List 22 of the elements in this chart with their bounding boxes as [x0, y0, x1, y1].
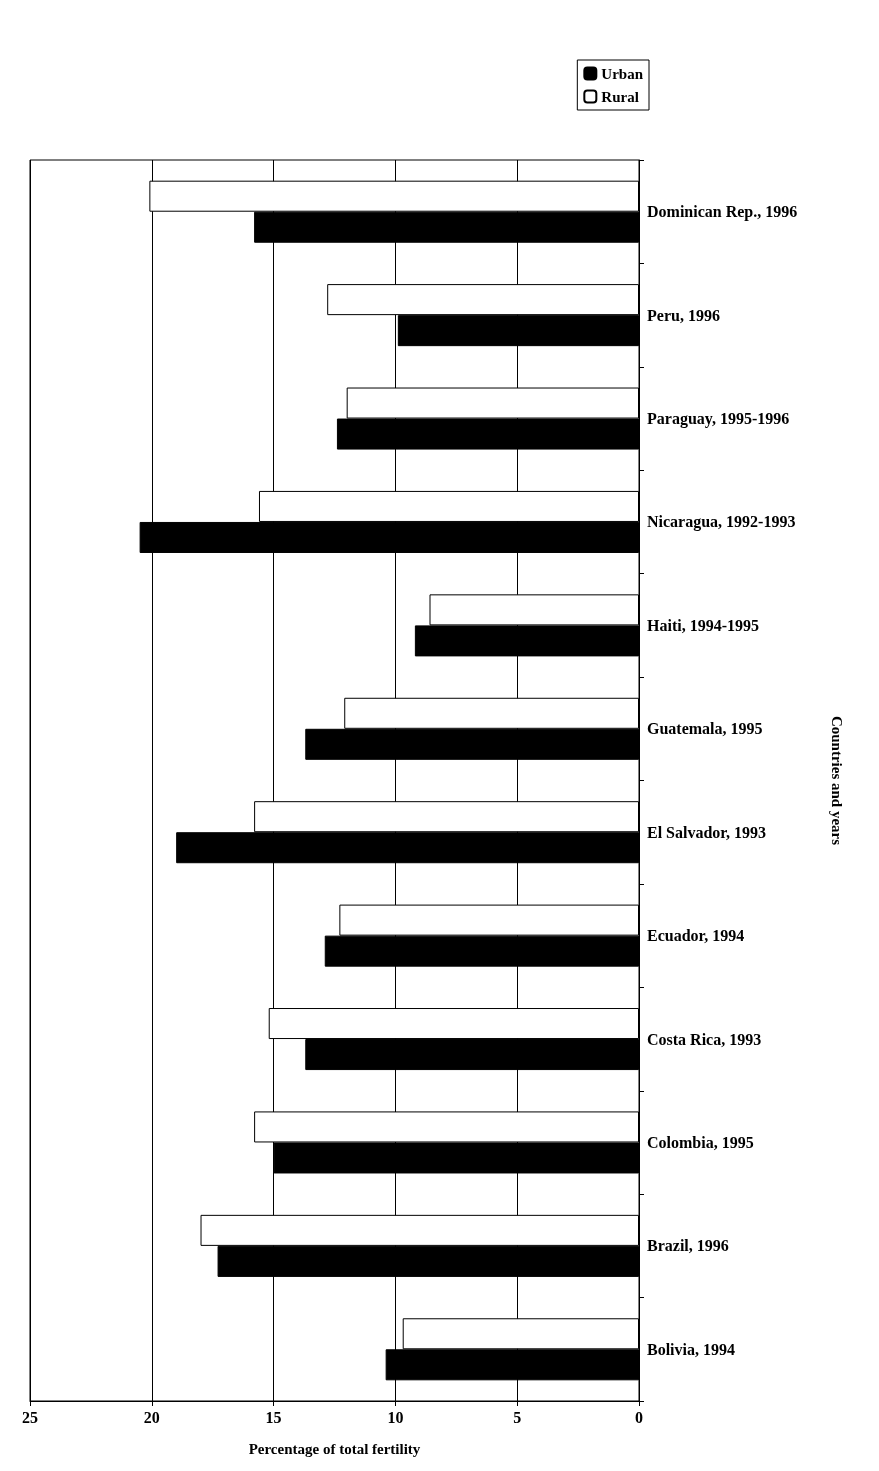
- x-tick-label: 20: [143, 1408, 160, 1426]
- y-axis-title: Countries and years: [828, 715, 845, 846]
- y-tick-label: El Salvador, 1993: [647, 823, 766, 841]
- x-tick-label: 25: [22, 1408, 38, 1426]
- y-tick-label: Haiti, 1994-1995: [647, 616, 759, 634]
- y-tick-label: Colombia, 1995: [647, 1133, 754, 1151]
- x-tick-label: 5: [513, 1408, 522, 1426]
- legend-label: Urban: [601, 65, 644, 82]
- y-tick-label: Ecuador, 1994: [647, 927, 745, 945]
- y-tick-label: Dominican Rep., 1996: [647, 203, 798, 222]
- x-tick-label: 10: [387, 1408, 404, 1426]
- x-tick-label: 15: [265, 1408, 282, 1426]
- y-tick-label: Costa Rica, 1993: [647, 1030, 762, 1048]
- y-tick-label: Paraguay, 1995-1996: [647, 410, 790, 429]
- y-tick-label: Nicaragua, 1992-1993: [647, 513, 796, 532]
- y-tick-label: Bolivia, 1994: [647, 1340, 736, 1358]
- y-tick-label: Guatemala, 1995: [647, 720, 763, 738]
- y-tick-label: Brazil, 1996: [647, 1237, 729, 1255]
- y-tick-label: Peru, 1996: [647, 306, 720, 324]
- legend-label: Rural: [601, 88, 639, 105]
- x-tick-label: 0: [635, 1408, 643, 1426]
- x-axis-title: Percentage of total fertility: [248, 1440, 421, 1457]
